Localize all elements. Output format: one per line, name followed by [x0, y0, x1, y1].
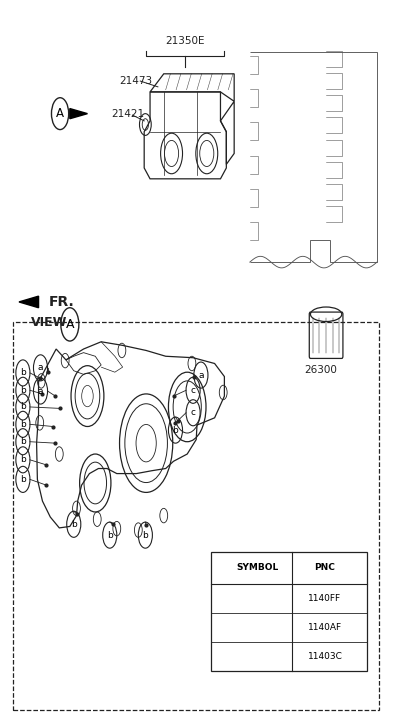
FancyBboxPatch shape	[211, 552, 367, 671]
Text: b: b	[20, 419, 26, 429]
Text: 1140FF: 1140FF	[309, 594, 342, 603]
Text: PNC: PNC	[314, 563, 335, 572]
Text: a: a	[198, 371, 204, 379]
Text: 21473: 21473	[119, 76, 152, 86]
Text: A: A	[56, 107, 64, 120]
Text: b: b	[20, 369, 26, 377]
Text: A: A	[66, 318, 74, 331]
Text: b: b	[143, 531, 148, 539]
Polygon shape	[70, 108, 87, 119]
Text: 1140AF: 1140AF	[308, 623, 342, 632]
Text: VIEW: VIEW	[31, 316, 67, 329]
Text: a: a	[252, 594, 257, 603]
Text: a: a	[38, 364, 43, 372]
Text: 21421: 21421	[111, 108, 144, 119]
Text: a: a	[38, 387, 43, 395]
Text: b: b	[252, 623, 257, 632]
Text: b: b	[20, 386, 26, 395]
Text: b: b	[20, 403, 26, 411]
Text: c: c	[252, 652, 257, 662]
Text: 26300: 26300	[304, 365, 336, 375]
Text: b: b	[71, 520, 77, 529]
Text: b: b	[20, 437, 26, 446]
Text: c: c	[191, 386, 195, 395]
Text: b: b	[107, 531, 113, 539]
Polygon shape	[19, 296, 39, 308]
Text: FR.: FR.	[48, 295, 74, 309]
Text: b: b	[20, 455, 26, 465]
Text: b: b	[173, 425, 178, 435]
Text: 21350E: 21350E	[165, 36, 205, 47]
Text: 11403C: 11403C	[307, 652, 342, 662]
Text: b: b	[20, 475, 26, 484]
Text: SYMBOL: SYMBOL	[236, 563, 279, 572]
Text: c: c	[191, 409, 195, 417]
